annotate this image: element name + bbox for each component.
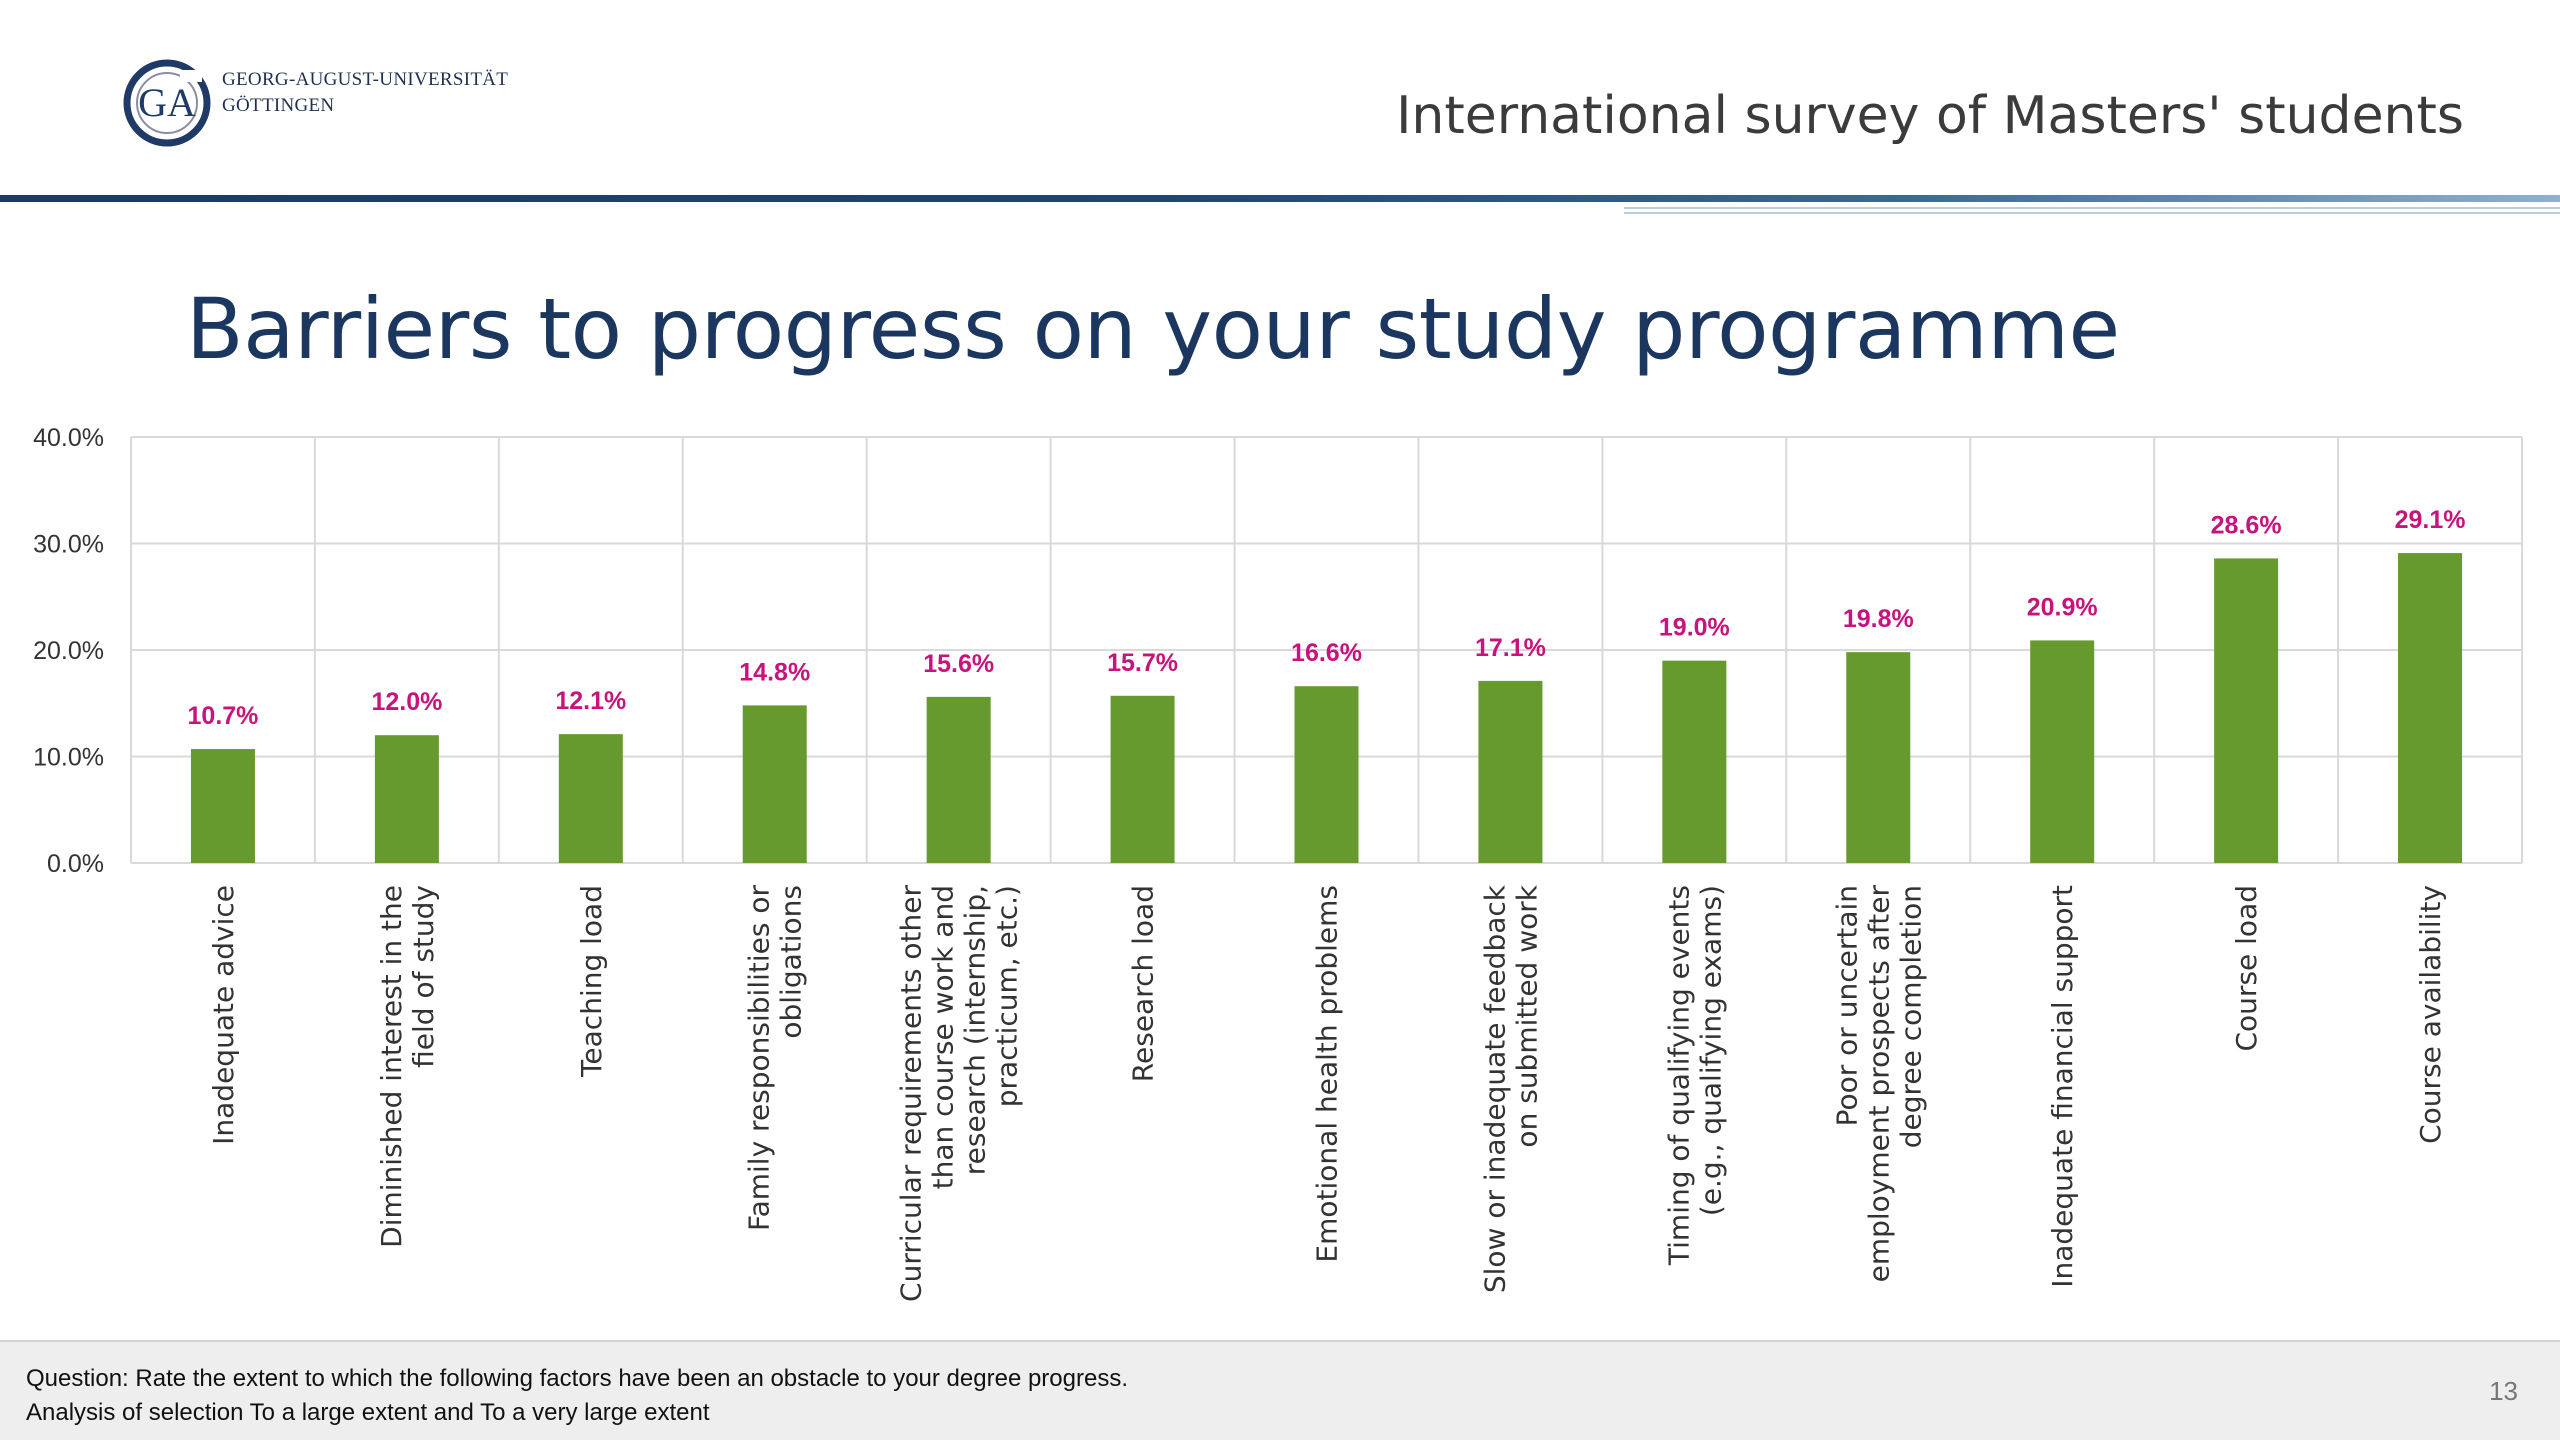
data-label: 12.1% [555, 687, 626, 715]
x-tick-label-line: research (internship, [959, 885, 992, 1175]
x-tick-label-line: Inadequate financial support [2046, 885, 2079, 1288]
x-tick-label: Family responsibilities or obligations [743, 885, 808, 1231]
slide-title: Barriers to progress on your study progr… [186, 280, 2120, 378]
university-name-line2: GÖTTINGEN [222, 95, 335, 116]
x-tick-label: Teaching load [575, 885, 608, 1078]
x-tick-label-line: Poor or uncertain [1830, 885, 1863, 1126]
header-divider [0, 195, 2560, 202]
bar [926, 696, 991, 863]
x-tick-label-line: degree completion [1894, 885, 1927, 1148]
data-label: 14.8% [739, 658, 810, 686]
x-tick-label-line: Slow or inadequate feedback [1478, 884, 1511, 1293]
header-divider-accent [1624, 205, 2560, 217]
bar [1110, 695, 1175, 863]
bar [558, 734, 623, 863]
bar [742, 705, 807, 863]
svg-text:GA: GA [138, 80, 196, 125]
data-label: 28.6% [2211, 511, 2282, 539]
survey-title: International survey of Masters' student… [1396, 86, 2464, 146]
y-tick-label: 0.0% [47, 850, 104, 878]
x-tick-label-line: practicum, etc.) [991, 885, 1024, 1107]
university-name-line1: GEORG-AUGUST-UNIVERSITÄT [222, 69, 509, 90]
x-tick-label-line: Emotional health problems [1311, 885, 1344, 1263]
x-tick-label-line: Research load [1127, 885, 1160, 1082]
chart-y-axis: 0.0% 10.0% 20.0% 30.0% 40.0% [33, 424, 104, 878]
chart-x-axis: Inadequate advice Diminished interest in … [207, 884, 2447, 1302]
bar [2030, 640, 2095, 863]
x-tick-label-line: Curricular requirements other [895, 885, 928, 1302]
data-label: 12.0% [371, 688, 442, 716]
x-tick-label-line: employment prospects after [1862, 885, 1895, 1283]
x-tick-label: Research load [1127, 885, 1160, 1082]
x-tick-label: Diminished interest in the field of study [375, 885, 440, 1248]
bar-chart: 10.7% 12.0% 12.1% 14.8% 15.6% 15.7% 16.6% 17.1%… [33, 424, 2523, 1302]
data-label: 15.6% [923, 650, 994, 678]
y-tick-label: 10.0% [33, 744, 104, 772]
x-tick-label-line: on submitted work [1510, 884, 1543, 1147]
x-tick-label: Slow or inadequate feedback on submitted … [1478, 884, 1543, 1293]
data-label: 10.7% [188, 702, 259, 730]
university-wordmark: GEORG-AUGUST-UNIVERSITÄT GÖTTINGEN [222, 67, 508, 119]
data-label: 15.7% [1107, 649, 1178, 677]
x-tick-label: Curricular requirements other than course… [895, 885, 1024, 1302]
bar [190, 749, 255, 863]
x-tick-label-line: than course work and [927, 885, 960, 1189]
footer-note: Question: Rate the extent to which the f… [26, 1362, 1128, 1430]
x-tick-label: Inadequate financial support [2046, 885, 2079, 1288]
y-tick-label: 30.0% [33, 531, 104, 559]
data-label: 19.0% [1659, 614, 1730, 642]
x-tick-label-line: (e.g., qualifying exams) [1694, 885, 1727, 1216]
x-tick-label: Course availability [2414, 885, 2447, 1144]
x-tick-label-line: Course load [2230, 885, 2263, 1052]
bar [1846, 652, 1911, 863]
data-label: 16.6% [1291, 639, 1362, 667]
x-tick-label: Emotional health problems [1311, 885, 1344, 1263]
bar [1478, 680, 1543, 863]
x-tick-label-line: obligations [775, 885, 808, 1039]
y-tick-label: 40.0% [33, 424, 104, 452]
bar [374, 735, 439, 863]
x-tick-label: Poor or uncertain employment prospects af… [1830, 885, 1927, 1283]
bar [2398, 553, 2463, 863]
data-label: 19.8% [1843, 605, 1914, 633]
x-tick-label-line: Inadequate advice [207, 885, 240, 1145]
x-tick-label-line: Timing of qualifying events [1662, 885, 1695, 1266]
chart-data-labels: 10.7% 12.0% 12.1% 14.8% 15.6% 15.7% 16.6% 17.1%… [188, 506, 2466, 730]
x-tick-label-line: Family responsibilities or [743, 885, 776, 1231]
bar [2214, 558, 2279, 863]
bar [1294, 686, 1359, 863]
university-seal-logo: GA [123, 59, 211, 147]
data-label: 29.1% [2395, 506, 2466, 534]
data-label: 20.9% [2027, 593, 2098, 621]
page-number: 13 [2489, 1376, 2518, 1406]
question-text: Question: Rate the extent to which the f… [26, 1365, 1128, 1392]
x-tick-label: Timing of qualifying events (e.g., qualif… [1662, 885, 1727, 1266]
x-tick-label: Course load [2230, 885, 2263, 1052]
analysis-text: Analysis of selection To a large extent … [26, 1399, 710, 1426]
x-tick-label-line: Diminished interest in the [375, 885, 408, 1248]
data-label: 17.1% [1475, 634, 1546, 662]
footer: Question: Rate the extent to which the f… [0, 1340, 2560, 1440]
x-tick-label-line: Course availability [2414, 885, 2447, 1144]
bar [1662, 660, 1727, 863]
x-tick-label-line: Teaching load [575, 885, 608, 1078]
x-tick-label-line: field of study [407, 885, 440, 1068]
x-tick-label: Inadequate advice [207, 885, 240, 1145]
y-tick-label: 20.0% [33, 637, 104, 665]
chart-bars [190, 553, 2463, 863]
